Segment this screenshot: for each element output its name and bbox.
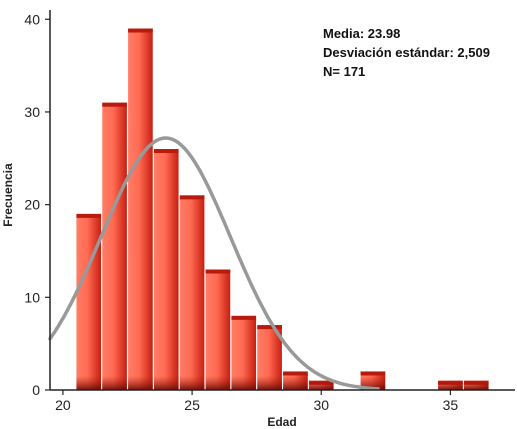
y-ticks-group: 0 10 20 30 40	[24, 11, 50, 398]
x-axis-title: Edad	[267, 415, 296, 429]
histogram-bar	[205, 269, 231, 390]
histogram-bar	[308, 380, 334, 390]
histogram-bar-shadow	[76, 376, 102, 390]
histogram-bar-shadow	[102, 376, 127, 390]
x-tick-label: 35	[443, 397, 459, 413]
histogram-bar-shadow	[128, 376, 153, 390]
histogram-bar-cap	[231, 315, 257, 320]
histogram-bar-shadow	[438, 380, 463, 390]
histogram-bar-cap	[360, 371, 386, 376]
histogram-bar	[283, 371, 308, 390]
stats-n: N= 171	[323, 64, 365, 79]
histogram-bar	[438, 380, 463, 390]
histogram-bar-cap	[283, 371, 308, 376]
x-ticks-group: 20 25 30 35	[55, 390, 458, 413]
x-tick-label: 30	[313, 397, 329, 413]
histogram-bar-cap	[76, 213, 102, 218]
x-tick-label: 20	[55, 397, 71, 413]
histogram-bar-cap	[257, 325, 282, 330]
histogram-bar-body	[205, 269, 231, 390]
histogram-bar	[179, 195, 205, 390]
y-tick-label: 40	[24, 11, 40, 27]
histogram-bar-shadow	[308, 380, 334, 390]
histogram-bar	[128, 28, 153, 390]
histogram-bar-body	[179, 195, 205, 390]
histogram-bar-cap	[205, 269, 231, 274]
histogram-bar	[463, 380, 489, 390]
histogram-bar-cap	[102, 102, 127, 107]
y-tick-label: 20	[24, 197, 40, 213]
y-tick-label: 0	[32, 382, 40, 398]
histogram-bar-cap	[179, 195, 205, 200]
y-tick-label: 30	[24, 104, 40, 120]
histogram-bar	[231, 315, 257, 390]
histogram-bar-shadow	[205, 376, 231, 390]
histogram-bar-shadow	[283, 376, 308, 390]
histogram-bar-body	[153, 149, 179, 390]
histogram-bar	[153, 149, 179, 390]
histogram-bar-body	[76, 213, 102, 390]
histogram-bar	[102, 102, 127, 391]
histogram-bar-shadow	[179, 376, 205, 390]
y-axis-title: Frecuencia	[1, 163, 15, 227]
stats-std: Desviación estándar: 2,509	[323, 45, 490, 60]
histogram-bar-cap	[128, 28, 153, 33]
histogram-bar-body	[128, 28, 153, 390]
histogram-bar-shadow	[231, 376, 257, 390]
x-tick-label: 25	[184, 397, 200, 413]
histogram-bar-body	[102, 102, 127, 391]
y-tick-label: 10	[24, 289, 40, 305]
bars-group	[76, 28, 489, 391]
histogram-bar-shadow	[153, 376, 179, 390]
histogram-bar-shadow	[463, 380, 489, 390]
histogram-bar	[76, 213, 102, 390]
normal-curve	[48, 136, 380, 391]
stats-mean: Media: 23.98	[323, 26, 400, 41]
histogram-bar-shadow	[257, 376, 282, 390]
histogram-bar-cap	[153, 149, 179, 154]
